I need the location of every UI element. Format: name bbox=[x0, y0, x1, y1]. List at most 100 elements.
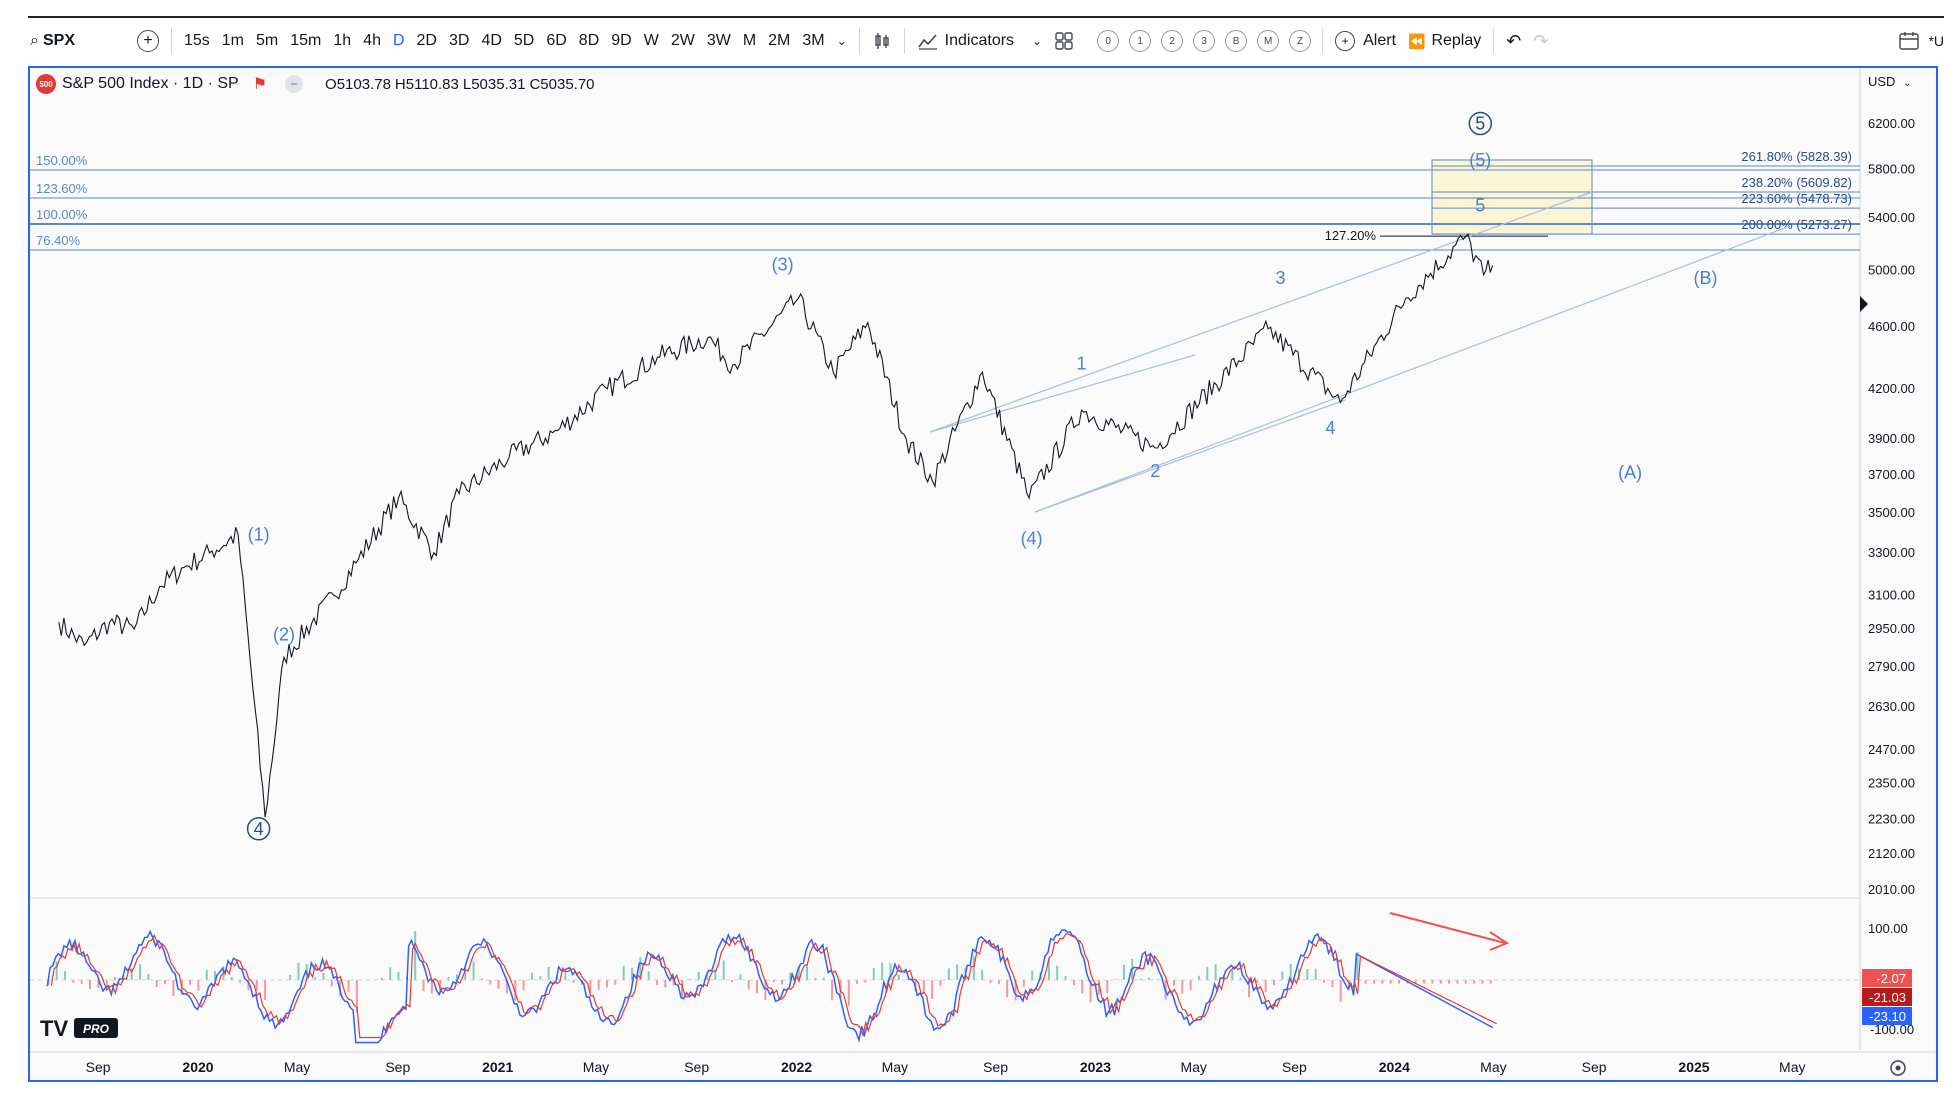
divergence-arrow[interactable] bbox=[1389, 912, 1510, 951]
redo-button[interactable]: ↷ bbox=[1527, 26, 1554, 56]
interval-D[interactable]: D bbox=[392, 32, 405, 49]
wave-label[interactable]: 5 bbox=[1475, 114, 1485, 134]
alert-button[interactable]: + Alert bbox=[1329, 26, 1402, 56]
trend-channel-lines[interactable] bbox=[929, 191, 1791, 513]
interval-8D[interactable]: 8D bbox=[578, 32, 600, 49]
indicators-button[interactable]: Indicators ⌄ bbox=[911, 26, 1048, 56]
time-axis[interactable]: Sep 2020 May Sep 2021 May Sep 2022 May Sep 2023 May… bbox=[86, 1059, 1806, 1075]
top-toolbar: ⌕ SPX + 15s 1m 5m 15m 1h 4h D 2D 3D 4D 5D 6D 8D 9D W 2W… bbox=[28, 20, 1944, 62]
time-tick-label: Sep bbox=[86, 1059, 111, 1075]
oscillator-histogram-bar bbox=[155, 980, 158, 988]
oscillator-histogram-bar bbox=[105, 980, 108, 990]
scroll-to-realtime-icon[interactable] bbox=[1860, 296, 1868, 312]
oscillator-histogram-bar bbox=[380, 977, 383, 980]
interval-5D[interactable]: 5D bbox=[513, 32, 535, 49]
oscillator-histogram-bar bbox=[689, 979, 692, 980]
wave-label[interactable]: 4 bbox=[1325, 418, 1335, 438]
interval-2M[interactable]: 2M bbox=[768, 32, 791, 49]
chart-type-button[interactable] bbox=[866, 26, 898, 56]
layout-button-2[interactable]: 2 bbox=[1161, 30, 1184, 52]
wave-label[interactable]: (3) bbox=[772, 254, 794, 274]
oscillator-histogram-bar bbox=[814, 977, 817, 980]
interval-15s[interactable]: 15s bbox=[183, 32, 210, 49]
layout-button-3[interactable]: 3 bbox=[1193, 30, 1216, 52]
legend-title[interactable]: S&P 500 Index · 1D · SP bbox=[62, 75, 239, 92]
top-divider bbox=[28, 16, 1944, 18]
price-axis[interactable]: 6200.00 5800.00 5400.00 5000.00 4600.00 4200.… bbox=[1868, 116, 1915, 897]
alert-label: Alert bbox=[1363, 32, 1397, 49]
wave-label[interactable]: 5 bbox=[1475, 196, 1485, 216]
target-zone-box[interactable] bbox=[1431, 159, 1593, 235]
symbol-search-button[interactable]: ⌕ SPX bbox=[28, 26, 81, 56]
wave-label[interactable]: (5) bbox=[1469, 150, 1491, 170]
wave-label[interactable]: (2) bbox=[273, 625, 295, 645]
interval-M[interactable]: M bbox=[742, 32, 757, 49]
interval-6D[interactable]: 6D bbox=[546, 32, 567, 49]
oscillator-histogram-bar bbox=[1072, 980, 1075, 986]
wave-label[interactable]: (1) bbox=[248, 525, 270, 545]
oscillator-histogram-bar bbox=[422, 980, 425, 992]
interval-3M[interactable]: 3M bbox=[802, 32, 825, 49]
layout-button-1[interactable]: 1 bbox=[1129, 30, 1152, 52]
elliott-wave-labels[interactable]: 4 (1) (2) (3) (4) 1 2 3 4 5 (5) 5 (A) (B) bbox=[246, 111, 1718, 841]
wave-label[interactable]: 3 bbox=[1275, 268, 1285, 288]
interval-3W[interactable]: 3W bbox=[706, 32, 731, 49]
oscillator-histogram-bar bbox=[831, 980, 834, 1001]
layouts-button[interactable] bbox=[1048, 26, 1080, 56]
interval-4D[interactable]: 4D bbox=[481, 32, 502, 49]
oscillator-pane bbox=[30, 929, 1860, 1044]
interval-3D[interactable]: 3D bbox=[448, 32, 470, 49]
time-tick-label: Sep bbox=[983, 1059, 1008, 1075]
interval-dropdown-button[interactable]: ⌄ bbox=[831, 26, 853, 56]
interval-5m[interactable]: 5m bbox=[256, 32, 279, 49]
interval-15m[interactable]: 15m bbox=[290, 32, 322, 49]
oscillator-histogram-bar bbox=[647, 971, 650, 980]
legend-close: C5035.70 bbox=[529, 75, 595, 93]
oscillator-histogram-bar bbox=[697, 971, 700, 980]
wave-label[interactable]: 4 bbox=[254, 819, 264, 839]
interval-W[interactable]: W bbox=[643, 32, 659, 49]
wave-label[interactable]: 2 bbox=[1150, 461, 1160, 481]
time-tick-label: 2021 bbox=[482, 1059, 513, 1075]
oscillator-histogram-bar bbox=[1156, 979, 1159, 980]
wave-label[interactable]: (B) bbox=[1693, 268, 1717, 288]
interval-1h[interactable]: 1h bbox=[333, 32, 352, 49]
trend-line[interactable] bbox=[1034, 399, 1346, 513]
oscillator-histogram-bar bbox=[430, 980, 433, 994]
legend-open: O5103.78 bbox=[325, 75, 391, 93]
fibonacci-levels[interactable]: 150.00% 123.60% 100.00% 76.40% 261.80% (5828… bbox=[30, 149, 1860, 251]
layout-button-Z[interactable]: Z bbox=[1289, 30, 1312, 52]
oscillator-histogram-bar bbox=[247, 980, 250, 991]
interval-2D[interactable]: 2D bbox=[416, 32, 437, 49]
trend-line[interactable] bbox=[929, 191, 1593, 433]
add-circle-icon: + bbox=[136, 30, 159, 52]
trend-line[interactable] bbox=[1034, 225, 1791, 513]
wave-label[interactable]: (A) bbox=[1618, 463, 1642, 483]
oscillator-histogram-bar bbox=[1414, 980, 1417, 984]
settings-icon[interactable] bbox=[1890, 1060, 1906, 1076]
trend-line[interactable] bbox=[929, 354, 1196, 433]
calendar-button[interactable] bbox=[1892, 26, 1926, 56]
compare-button[interactable]: + bbox=[131, 26, 165, 56]
layout-button-B[interactable]: B bbox=[1225, 30, 1248, 52]
hide-icon[interactable]: − bbox=[285, 75, 304, 93]
user-menu-cut[interactable]: *U bbox=[1928, 33, 1944, 49]
symbol-badge: 500 bbox=[36, 74, 56, 94]
interval-1m[interactable]: 1m bbox=[221, 32, 245, 49]
flag-icon[interactable]: ⚑ bbox=[252, 76, 268, 93]
chart-pane[interactable] bbox=[28, 66, 1938, 1082]
oscillator-line-fast bbox=[46, 929, 1493, 1044]
currency-selector[interactable]: USD ⌄ bbox=[1868, 74, 1911, 89]
interval-9D[interactable]: 9D bbox=[611, 32, 632, 49]
replay-button[interactable]: ⏪ Replay bbox=[1402, 26, 1487, 56]
oscillator-histogram-bar bbox=[1022, 980, 1025, 987]
wave-label[interactable]: 1 bbox=[1077, 354, 1087, 374]
layout-button-M[interactable]: M bbox=[1257, 30, 1280, 52]
layout-button-0[interactable]: 0 bbox=[1097, 30, 1120, 52]
interval-4h[interactable]: 4h bbox=[363, 32, 381, 49]
undo-button[interactable]: ↶ bbox=[1500, 26, 1527, 56]
interval-2W[interactable]: 2W bbox=[670, 32, 695, 49]
wave-label[interactable]: (4) bbox=[1021, 529, 1043, 549]
oscillator-histogram-bar bbox=[706, 971, 709, 980]
